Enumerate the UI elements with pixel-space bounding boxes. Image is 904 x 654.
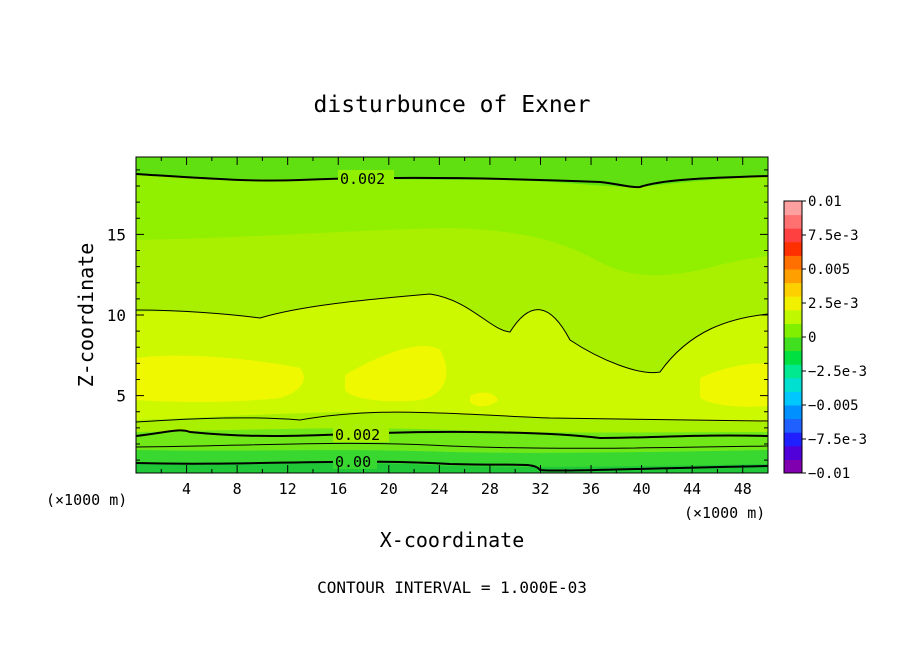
colorbar-swatch	[784, 432, 802, 447]
colorbar-label: −7.5e-3	[808, 432, 867, 448]
x-unit-right: (×1000 m)	[684, 504, 765, 522]
contour-label-mid: 0.002	[335, 426, 380, 444]
x-tick-label-28: 28	[481, 480, 499, 498]
colorbar-swatch	[784, 228, 802, 243]
colorbar-labels: 0.01 7.5e-3 0.005 2.5e-3 0 −2.5e-3 −0.005 −7.5e…	[802, 194, 867, 482]
colorbar-swatch	[784, 459, 802, 474]
x-tick-label-8: 8	[233, 480, 242, 498]
colorbar-swatch	[784, 377, 802, 392]
x-tick-label-4: 4	[182, 480, 191, 498]
colorbar-label: −0.005	[808, 398, 859, 414]
colorbar-label: 0	[808, 330, 816, 346]
chart-title: disturbunce of Exner	[314, 92, 591, 118]
colorbar-swatch	[784, 391, 802, 406]
colorbar-swatch	[784, 309, 802, 324]
contour-label-top: 0.002	[340, 170, 385, 188]
colorbar-swatch	[784, 323, 802, 338]
x-tick-label-44: 44	[683, 480, 701, 498]
y-axis-label: Z-coordinate	[74, 243, 98, 388]
colorbar-label: −0.01	[808, 466, 850, 482]
contour-lines	[136, 173, 768, 472]
x-tick-label-12: 12	[279, 480, 297, 498]
x-axis-ticks: 4 8 12 16 20 24 28 32 36 40 44 48	[160, 157, 752, 498]
y-tick-label-15: 15	[107, 225, 126, 244]
colorbar-swatch	[784, 201, 802, 216]
y-tick-label-10: 10	[107, 306, 126, 325]
colorbar-label: 0.01	[808, 194, 842, 210]
colorbar	[783, 200, 803, 474]
x-tick-label-36: 36	[582, 480, 600, 498]
colorbar-swatch	[784, 282, 802, 297]
colorbar-swatch	[784, 364, 802, 379]
colorbar-swatch	[784, 350, 802, 365]
x-tick-label-32: 32	[531, 480, 549, 498]
x-tick-label-20: 20	[380, 480, 398, 498]
colorbar-label: 0.005	[808, 262, 850, 278]
contour-interval-note: CONTOUR INTERVAL = 1.000E-03	[317, 578, 587, 597]
field-max-patches	[136, 346, 768, 407]
colorbar-swatch	[784, 296, 802, 311]
plot-area: 0.002 0.002 0.00	[136, 157, 768, 473]
colorbar-swatch	[784, 418, 802, 433]
x-tick-label-40: 40	[633, 480, 651, 498]
colorbar-label: 7.5e-3	[808, 228, 859, 244]
colorbar-label: −2.5e-3	[808, 364, 867, 380]
x-tick-label-16: 16	[329, 480, 347, 498]
colorbar-swatch	[784, 214, 802, 229]
contour-labels: 0.002 0.002 0.00	[333, 170, 394, 471]
colorbar-swatch	[784, 445, 802, 460]
colorbar-label: 2.5e-3	[808, 296, 859, 312]
x-tick-label-48: 48	[734, 480, 752, 498]
y-axis-ticks: 5 10 15	[107, 169, 768, 461]
y-tick-label-5: 5	[116, 387, 126, 406]
x-tick-label-24: 24	[430, 480, 448, 498]
contour-label-bottom: 0.00	[335, 453, 371, 471]
colorbar-swatch	[784, 337, 802, 352]
colorbar-swatch	[784, 269, 802, 284]
colorbar-swatch	[784, 241, 802, 256]
colorbar-swatch	[784, 255, 802, 270]
x-axis-label: X-coordinate	[380, 528, 525, 552]
colorbar-swatch	[784, 405, 802, 420]
x-unit-left: (×1000 m)	[46, 491, 127, 509]
